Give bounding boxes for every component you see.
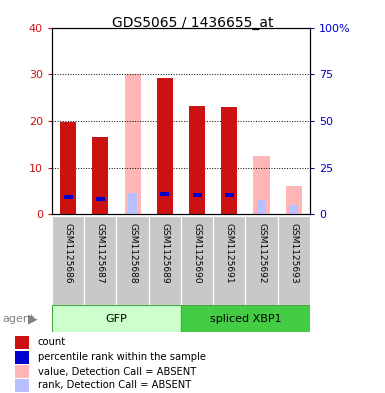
Bar — [64, 195, 72, 199]
Text: GSM1125689: GSM1125689 — [160, 223, 169, 284]
Bar — [52, 305, 181, 332]
Bar — [15, 379, 30, 392]
Bar — [221, 107, 238, 214]
Bar — [213, 216, 246, 305]
Bar — [161, 191, 169, 196]
Bar — [124, 74, 141, 214]
Text: GSM1125693: GSM1125693 — [289, 223, 298, 284]
Bar — [128, 193, 137, 214]
Bar — [257, 200, 266, 214]
Bar — [92, 137, 109, 214]
Bar — [181, 305, 310, 332]
Bar — [189, 106, 205, 214]
Text: GSM1125692: GSM1125692 — [257, 223, 266, 284]
Bar — [253, 156, 270, 214]
Bar — [96, 197, 105, 201]
Bar — [157, 78, 173, 214]
Text: GSM1125688: GSM1125688 — [128, 223, 137, 284]
Text: GSM1125686: GSM1125686 — [64, 223, 73, 284]
Bar — [246, 216, 278, 305]
Bar — [225, 193, 234, 197]
Bar — [15, 365, 30, 378]
Text: spliced XBP1: spliced XBP1 — [209, 314, 281, 324]
Text: ▶: ▶ — [28, 312, 37, 325]
Bar — [181, 216, 213, 305]
Text: count: count — [38, 337, 66, 347]
Bar — [192, 193, 201, 197]
Bar — [15, 351, 30, 364]
Bar — [278, 216, 310, 305]
Bar — [157, 163, 173, 214]
Text: GSM1125690: GSM1125690 — [192, 223, 202, 284]
Bar — [116, 216, 149, 305]
Bar — [286, 186, 302, 214]
Text: percentile rank within the sample: percentile rank within the sample — [38, 352, 206, 362]
Text: value, Detection Call = ABSENT: value, Detection Call = ABSENT — [38, 367, 196, 377]
Text: GSM1125687: GSM1125687 — [96, 223, 105, 284]
Text: agent: agent — [2, 314, 34, 324]
Text: rank, Detection Call = ABSENT: rank, Detection Call = ABSENT — [38, 380, 191, 390]
Bar — [60, 122, 76, 214]
Bar — [149, 216, 181, 305]
Bar — [52, 216, 84, 305]
Text: GDS5065 / 1436655_at: GDS5065 / 1436655_at — [112, 16, 273, 30]
Text: GSM1125691: GSM1125691 — [225, 223, 234, 284]
Bar — [290, 205, 298, 214]
Text: GFP: GFP — [105, 314, 127, 324]
Bar — [84, 216, 116, 305]
Bar — [15, 336, 30, 349]
